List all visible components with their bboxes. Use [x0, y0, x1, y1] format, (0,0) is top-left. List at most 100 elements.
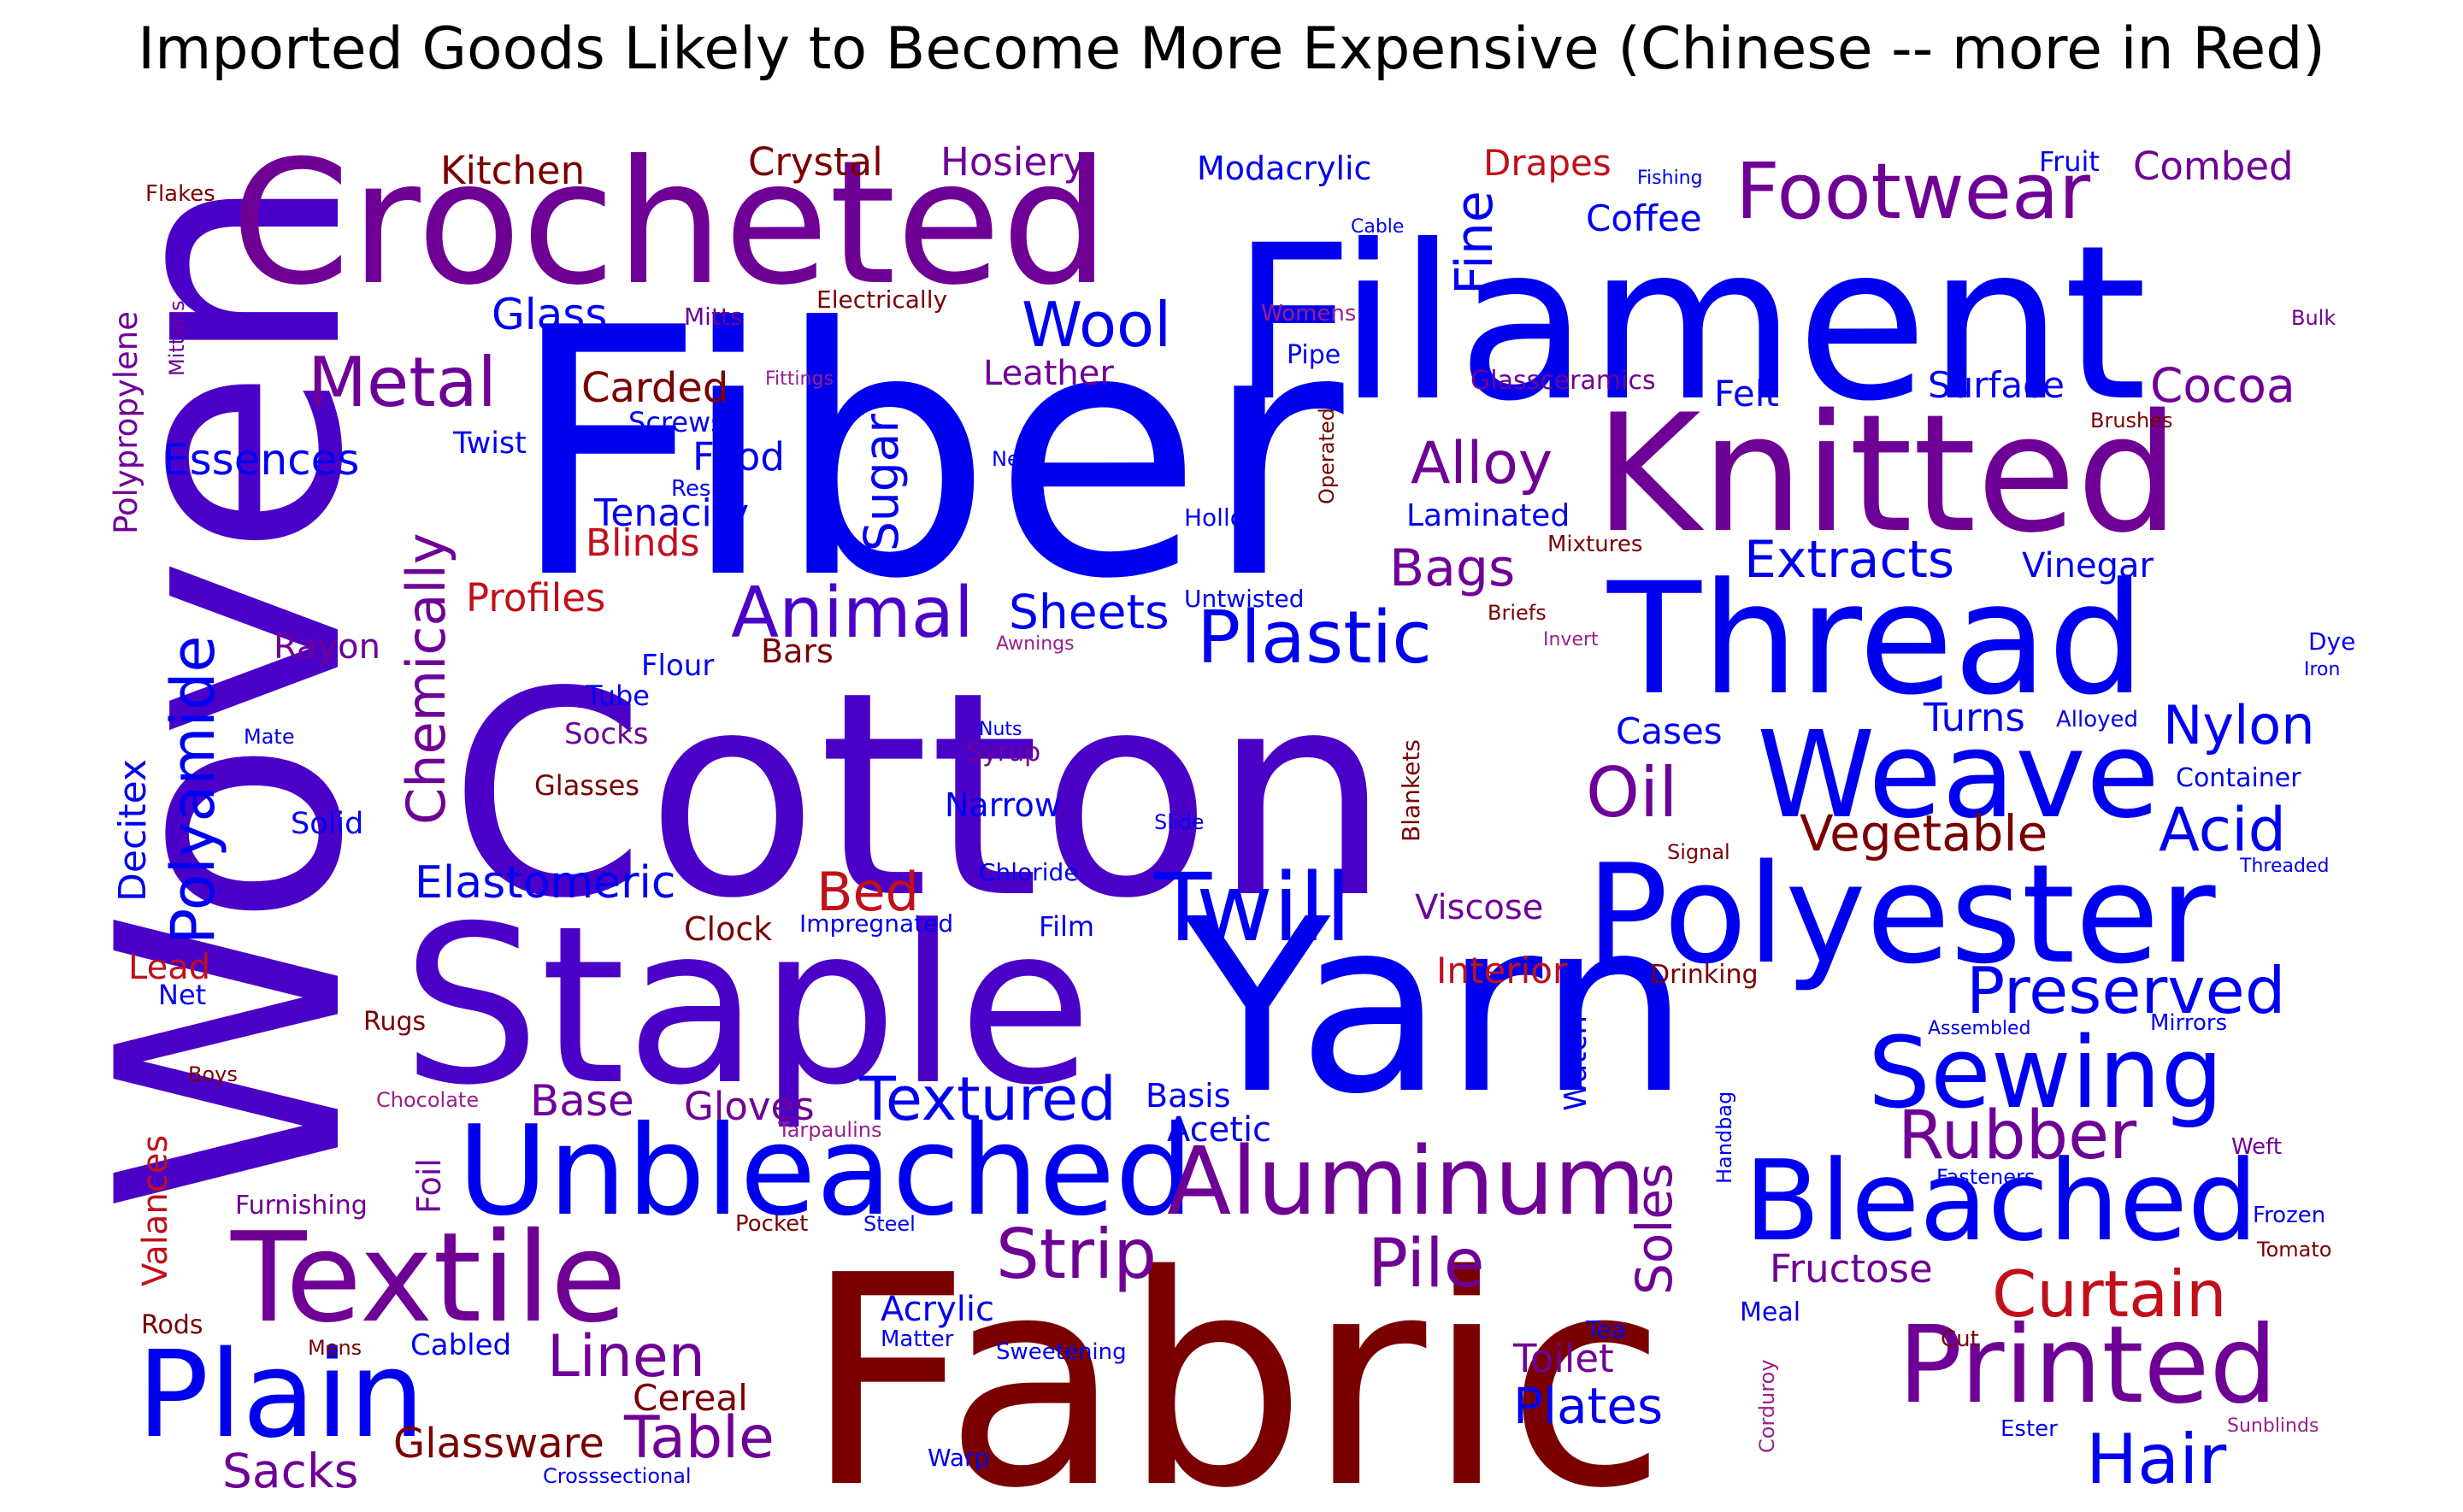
word-aluminum: Aluminum: [1167, 1127, 1646, 1236]
word-twill: Twill: [1153, 853, 1352, 962]
word-crosssectional: Crosssectional: [543, 1464, 692, 1488]
word-invert: Invert: [1543, 629, 1599, 650]
word-blankets: Blankets: [1397, 739, 1425, 842]
word-meal: Meal: [1740, 1297, 1800, 1327]
word-chloride: Chloride: [979, 858, 1079, 886]
word-toilet: Toilet: [1512, 1336, 1614, 1381]
word-iron: Iron: [2304, 659, 2340, 680]
word-footwear: Footwear: [1735, 147, 2090, 237]
word-crocheted: Crocheted: [231, 124, 1110, 323]
word-fittings: Fittings: [765, 368, 834, 390]
word-signal: Signal: [1667, 840, 1730, 864]
word-mittens: Mittens: [165, 300, 189, 376]
word-pocket: Pocket: [735, 1211, 808, 1237]
word-threaded: Threaded: [2239, 856, 2329, 877]
word-hair: Hair: [2086, 1420, 2226, 1499]
word-dye: Dye: [2308, 627, 2355, 656]
word-cocoa: Cocoa: [2150, 358, 2295, 413]
word-bleached: Bleached: [1744, 1136, 2258, 1266]
word-glasses: Glasses: [534, 769, 639, 802]
word-tube: Tube: [585, 680, 650, 712]
word-knitted: Knitted: [1594, 379, 2179, 568]
word-yarn: Yarn: [1181, 868, 1690, 1147]
word-fabric: Fabric: [804, 1214, 1667, 1512]
word-extracts: Extracts: [1744, 530, 1954, 590]
word-decitex: Decitex: [111, 759, 155, 902]
word-sacks: Sacks: [222, 1444, 358, 1498]
word-rods: Rods: [141, 1310, 203, 1340]
word-drinking: Drinking: [1650, 960, 1759, 990]
word-glassware: Glassware: [393, 1420, 604, 1468]
word-assembled: Assembled: [1928, 1018, 2031, 1039]
chart-title: Imported Goods Likely to Become More Exp…: [138, 15, 2325, 83]
word-weft: Weft: [2231, 1134, 2282, 1160]
word-surface: Surface: [1928, 364, 2065, 406]
word-woven: Woven: [52, 173, 410, 1214]
word-preserved: Preserved: [1966, 953, 2285, 1028]
word-printed: Printed: [1898, 1303, 2277, 1427]
word-tea: Tea: [1585, 1315, 1626, 1344]
word-laminated: Laminated: [1406, 498, 1570, 533]
word-sewing: Sewing: [1868, 1016, 2224, 1131]
word-kitchen: Kitchen: [440, 148, 585, 193]
word-hollow: Hollow: [1184, 503, 1264, 532]
word-unbleached: Unbleached: [457, 1099, 1193, 1244]
word-essences: Essences: [162, 435, 359, 485]
word-fine: Fine: [1445, 191, 1505, 295]
word-pipe: Pipe: [1287, 340, 1341, 370]
word-wool: Wool: [1022, 289, 1171, 361]
word-syrup: Syrup: [966, 738, 1040, 768]
word-fasteners: Fasteners: [1936, 1165, 2035, 1189]
word-elastomeric: Elastomeric: [415, 857, 676, 909]
word-carded: Carded: [581, 364, 728, 412]
word-corduroy: Corduroy: [1755, 1359, 1779, 1453]
word-sunblinds: Sunblinds: [2227, 1415, 2319, 1437]
word-glass: Glass: [492, 290, 607, 339]
word-plastic: Plastic: [1197, 596, 1432, 680]
word-bed: Bed: [816, 861, 919, 923]
word-crystal: Crystal: [748, 139, 883, 185]
word-watch: Watch: [1559, 1015, 1594, 1111]
word-food: Food: [692, 434, 785, 479]
word-rubber: Rubber: [1898, 1097, 2137, 1174]
word-flour: Flour: [641, 649, 714, 683]
word-alloy: Alloy: [1411, 430, 1553, 497]
word-brushes: Brushes: [2090, 409, 2173, 432]
word-mate: Mate: [244, 725, 295, 749]
word-polypropylene: Polypropylene: [108, 311, 144, 534]
word-textured: Textured: [858, 1064, 1117, 1134]
word-nylon: Nylon: [2163, 694, 2315, 756]
word-table: Table: [623, 1404, 775, 1472]
word-acid: Acid: [2159, 795, 2286, 865]
word-tarpaulins: Tarpaulins: [777, 1118, 881, 1142]
word-impregnated: Impregnated: [799, 909, 953, 938]
word-bars: Bars: [761, 632, 834, 670]
word-tomato: Tomato: [2256, 1238, 2331, 1262]
word-soles: Soles: [1625, 1163, 1683, 1295]
word-interior: Interior: [1436, 950, 1568, 991]
word-womens: Womens: [1261, 301, 1356, 327]
word-combed: Combed: [2133, 144, 2294, 189]
word-base: Base: [530, 1076, 634, 1126]
word-felt: Felt: [1714, 373, 1779, 415]
word-briefs: Briefs: [1488, 601, 1547, 625]
word-fishing: Fishing: [1637, 168, 1703, 189]
word-blinds: Blinds: [586, 521, 699, 565]
word-fiber: Fiber: [509, 256, 1347, 654]
word-mixtures: Mixtures: [1547, 532, 1642, 557]
word-warp: Warp: [928, 1444, 989, 1472]
word-curtain: Curtain: [1992, 1256, 2226, 1332]
word-polyamide: Polyamide: [158, 636, 228, 944]
word-strip: Strip: [996, 1215, 1157, 1294]
word-glassceramics: Glassceramics: [1470, 366, 1656, 396]
word-polyester: Polyester: [1586, 834, 2216, 994]
word-plates: Plates: [1513, 1377, 1663, 1435]
word-nes: Nes: [992, 447, 1030, 471]
word-cotton: Cotton: [449, 632, 1391, 960]
word-hosiery: Hosiery: [940, 139, 1086, 185]
word-sugar: Sugar: [854, 414, 909, 551]
word-coffee: Coffee: [1586, 197, 1702, 239]
word-animal: Animal: [731, 573, 974, 654]
word-foil: Foil: [410, 1158, 448, 1214]
word-basis: Basis: [1146, 1077, 1231, 1115]
